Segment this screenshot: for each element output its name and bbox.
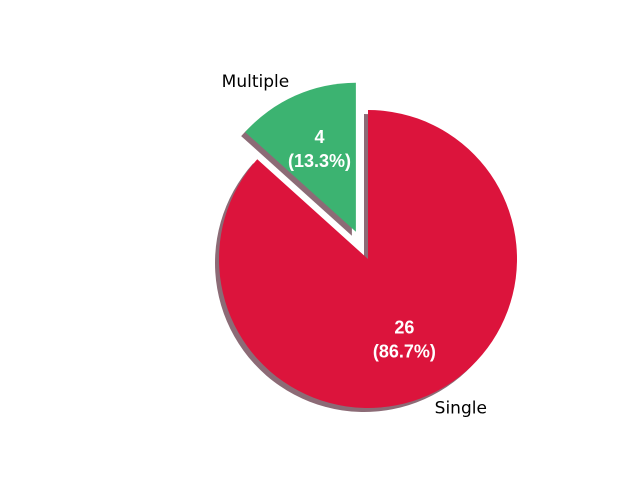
pie-slice-multiple: [245, 82, 356, 232]
label-layer: Single 26 (86.7%) Multiple 4 (13.3%): [222, 72, 487, 419]
slice-layer: [218, 82, 518, 408]
slice-label-single: Single: [435, 399, 487, 419]
value-label-multiple: 4: [315, 127, 325, 147]
pie-slice-single: [218, 110, 518, 408]
slice-label-multiple: Multiple: [222, 72, 290, 92]
percent-label-multiple: (13.3%): [288, 151, 351, 171]
value-label-single: 26: [394, 317, 414, 337]
percent-label-single: (86.7%): [373, 341, 436, 361]
